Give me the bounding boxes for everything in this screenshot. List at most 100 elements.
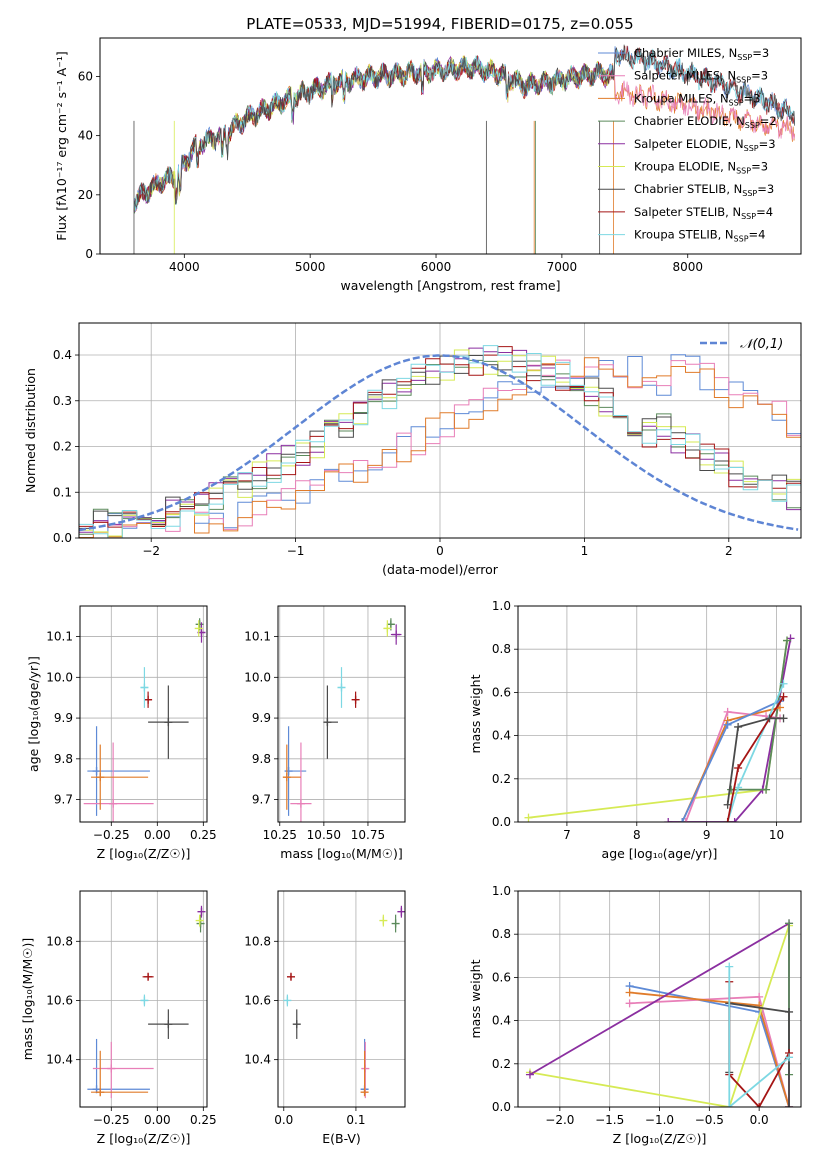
y-tick-label: 0.6	[492, 970, 511, 984]
series-line	[726, 717, 784, 805]
y-axis-label: mass weight	[468, 959, 483, 1038]
x-axis-label: wavelength [Angstrom, rest frame]	[340, 278, 560, 293]
errorbar-kroupa-stelib	[283, 994, 292, 1007]
y-tick-label: 0.0	[53, 531, 72, 545]
y-tick-label: 40	[78, 129, 93, 143]
errorbar-salpeter-stelib	[144, 691, 153, 708]
legend-label: Chabrier ELODIE, NSSP=2	[634, 114, 777, 130]
spectrum-legend-item: Kroupa MILES, NSSP=3	[598, 91, 760, 107]
residuals-legend: 𝒩(0,1)	[700, 337, 783, 352]
massweight-vs-metallicity-panel: −2.0 −1.5 −1.0 −0.5 0.0 0.0 0.2 0.4 0.6 0.8 1.0 Z […	[468, 884, 802, 1146]
point-marker	[386, 620, 395, 629]
point-marker	[723, 800, 732, 809]
point-marker	[296, 799, 305, 808]
errorbar-salpeter-elodie	[397, 905, 405, 918]
point-marker	[734, 722, 743, 731]
x-axis-label: Z [log₁₀(Z/Z☉)]	[97, 1131, 191, 1146]
legend-label: Kroupa ELODIE, NSSP=3	[634, 160, 768, 176]
histogram-salpeter-miles	[79, 359, 801, 538]
x-tick-label: 0.1	[346, 1113, 365, 1127]
point-marker	[725, 962, 734, 971]
mass_vs_Z-plot-area	[87, 905, 206, 1099]
point-marker	[779, 714, 788, 723]
spectrum-panel: 4000 5000 6000 7000 8000 0 20 40 60 wavelength [A…	[54, 37, 802, 293]
figure-title: PLATE=0533, MJD=51994, FIBERID=0175, z=0…	[246, 15, 633, 33]
errorbar-kroupa-stelib	[140, 667, 149, 708]
point-marker	[383, 624, 392, 633]
errorbar-kroupa-elodie	[194, 620, 203, 637]
errorbar-chabrier-stelib	[323, 685, 338, 759]
point-marker	[664, 818, 673, 822]
errorbar-kroupa-miles	[91, 744, 149, 810]
legend-label: Chabrier STELIB, NSSP=3	[634, 182, 774, 198]
x-tick-label: −2	[142, 544, 160, 558]
point-marker	[734, 783, 743, 792]
y-axis-label: Flux [fλ10⁻¹⁷ erg cm⁻² s⁻¹ A⁻¹]	[54, 51, 69, 240]
point-marker	[337, 683, 346, 692]
x-tick-label: 9	[703, 828, 711, 842]
errorbar-chabrier-miles	[284, 726, 307, 816]
point-marker	[96, 773, 105, 782]
errorbar-chabrier-stelib	[148, 1009, 189, 1039]
x-tick-label: 10.25	[263, 828, 297, 842]
point-marker	[195, 916, 204, 925]
point-marker	[725, 1103, 734, 1107]
y-tick-label: 10.6	[46, 993, 73, 1007]
massweight_vs_Z-plot-area	[525, 919, 794, 1107]
weight-series-salpeter-stelib	[723, 692, 788, 822]
spectrum-legend: Chabrier MILES, NSSP=3 Salpeter MILES, NS…	[598, 46, 777, 244]
point-marker	[144, 972, 153, 981]
age_vs_Z-plot-area	[83, 618, 206, 822]
point-marker	[282, 773, 291, 782]
y-tick-label: 0.4	[492, 729, 511, 743]
point-marker	[779, 679, 788, 688]
spectrum-legend-item: Salpeter ELODIE, NSSP=3	[598, 137, 776, 153]
legend-label: Salpeter ELODIE, NSSP=3	[634, 137, 776, 153]
errorbar-kroupa-elodie	[195, 914, 204, 927]
errorbar-salpeter-miles	[361, 1041, 370, 1099]
x-tick-label: 10.50	[307, 828, 341, 842]
point-marker	[140, 683, 149, 692]
point-marker	[361, 1064, 370, 1073]
point-marker	[779, 692, 788, 701]
spectrum-legend-item: Salpeter MILES, NSSP=3	[598, 69, 768, 85]
series-line	[529, 925, 790, 1107]
mass-vs-metallicity-panel: −0.25 0.00 0.25 10.4 10.6 10.8 Z [log₁₀(Z/Z☉)]…	[20, 890, 217, 1146]
point-marker	[107, 1064, 116, 1073]
point-marker	[140, 996, 149, 1005]
point-marker	[785, 1053, 794, 1062]
x-tick-label: 7000	[547, 260, 578, 274]
point-marker	[194, 624, 203, 633]
point-marker	[723, 707, 732, 716]
point-marker	[625, 999, 634, 1008]
x-axis-label: Z [log₁₀(Z/Z☉)]	[613, 1131, 707, 1146]
age-vs-mass-panel: 10.25 10.50 10.75 9.7 9.8 9.9 10.0 10.1 mass [lo…	[244, 605, 406, 861]
y-tick-label: 9.8	[54, 752, 73, 766]
y-tick-label: 0.2	[492, 772, 511, 786]
massweight_vs_age-frame	[517, 605, 802, 823]
y-tick-label: 0.2	[53, 440, 72, 454]
errorbar-salpeter-miles	[290, 742, 312, 822]
point-marker	[681, 818, 690, 822]
y-tick-label: 9.9	[54, 711, 73, 725]
spectrum-legend-item: Chabrier ELODIE, NSSP=2	[598, 114, 777, 130]
mass_vs_Z-grid	[80, 891, 207, 1107]
point-marker	[197, 907, 206, 916]
point-marker	[785, 1103, 794, 1107]
histogram-salpeter-stelib	[79, 346, 801, 528]
x-tick-label: −0.5	[695, 1113, 724, 1127]
errorbar-chabrier-miles	[87, 1038, 150, 1094]
x-tick-label: 0.0	[274, 1113, 293, 1127]
point-marker	[284, 767, 293, 776]
y-tick-label: 0.1	[53, 485, 72, 499]
y-tick-label: 10.0	[46, 670, 73, 684]
age_vs_Z-frame	[79, 605, 208, 823]
point-marker	[164, 718, 173, 727]
age_vs_mass-grid	[278, 606, 405, 822]
y-axis-label: mass [log₁₀(M/M☉)]	[20, 938, 35, 1060]
mass_vs_Z-frame	[79, 890, 208, 1108]
weight-series-chabrier-stelib	[723, 714, 788, 809]
y-tick-label: 9.8	[252, 752, 271, 766]
y-tick-label: 0.0	[492, 1100, 511, 1114]
x-tick-label: 0.00	[144, 828, 171, 842]
